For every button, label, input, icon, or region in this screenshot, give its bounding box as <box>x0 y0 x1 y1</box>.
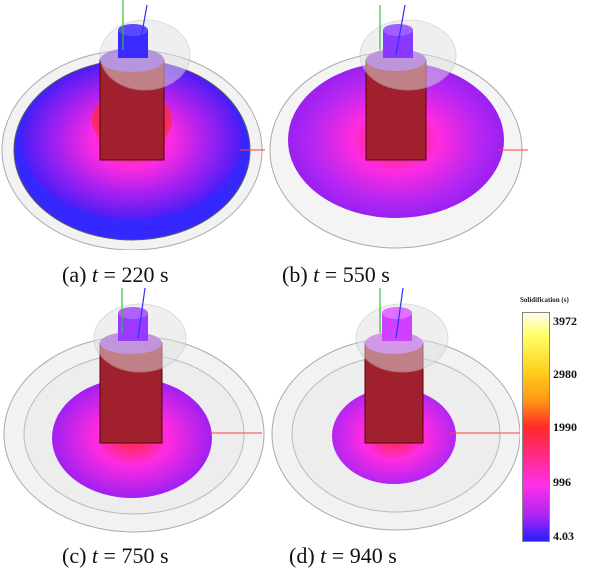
caption-b-value: = 550 s <box>324 262 390 287</box>
legend-tick-1990: 1990 <box>553 420 577 434</box>
caption-d-value: = 940 s <box>331 543 397 568</box>
caption-d-label: (d) <box>289 543 315 568</box>
caption-b: (b) t = 550 s <box>282 262 390 288</box>
caption-a-label: (a) <box>62 262 87 287</box>
panel-a-render <box>0 0 270 250</box>
legend-colorbar <box>522 312 550 542</box>
caption-d-var: t <box>320 543 327 568</box>
panel-c-render <box>0 288 270 538</box>
caption-c-value: = 750 s <box>103 543 169 568</box>
legend-title: Solidification (s) <box>520 296 569 304</box>
caption-a: (a) t = 220 s <box>62 262 169 288</box>
panel-b-render <box>268 0 538 250</box>
legend-tick-3972: 3972 <box>553 314 577 328</box>
caption-b-var: t <box>313 262 320 287</box>
caption-c-label: (c) <box>62 543 87 568</box>
caption-a-var: t <box>91 262 99 287</box>
caption-a-value: = 220 s <box>103 262 169 287</box>
caption-b-label: (b) <box>282 262 308 287</box>
legend-tick-2980: 2980 <box>553 367 577 381</box>
legend-tick-996: 996 <box>553 475 571 489</box>
caption-c: (c) t = 750 s <box>62 543 169 569</box>
panel-d-render <box>270 288 520 538</box>
caption-d: (d) t = 940 s <box>289 543 397 569</box>
caption-c-var: t <box>91 543 99 568</box>
legend-tick-4-03: 4.03 <box>553 529 574 543</box>
